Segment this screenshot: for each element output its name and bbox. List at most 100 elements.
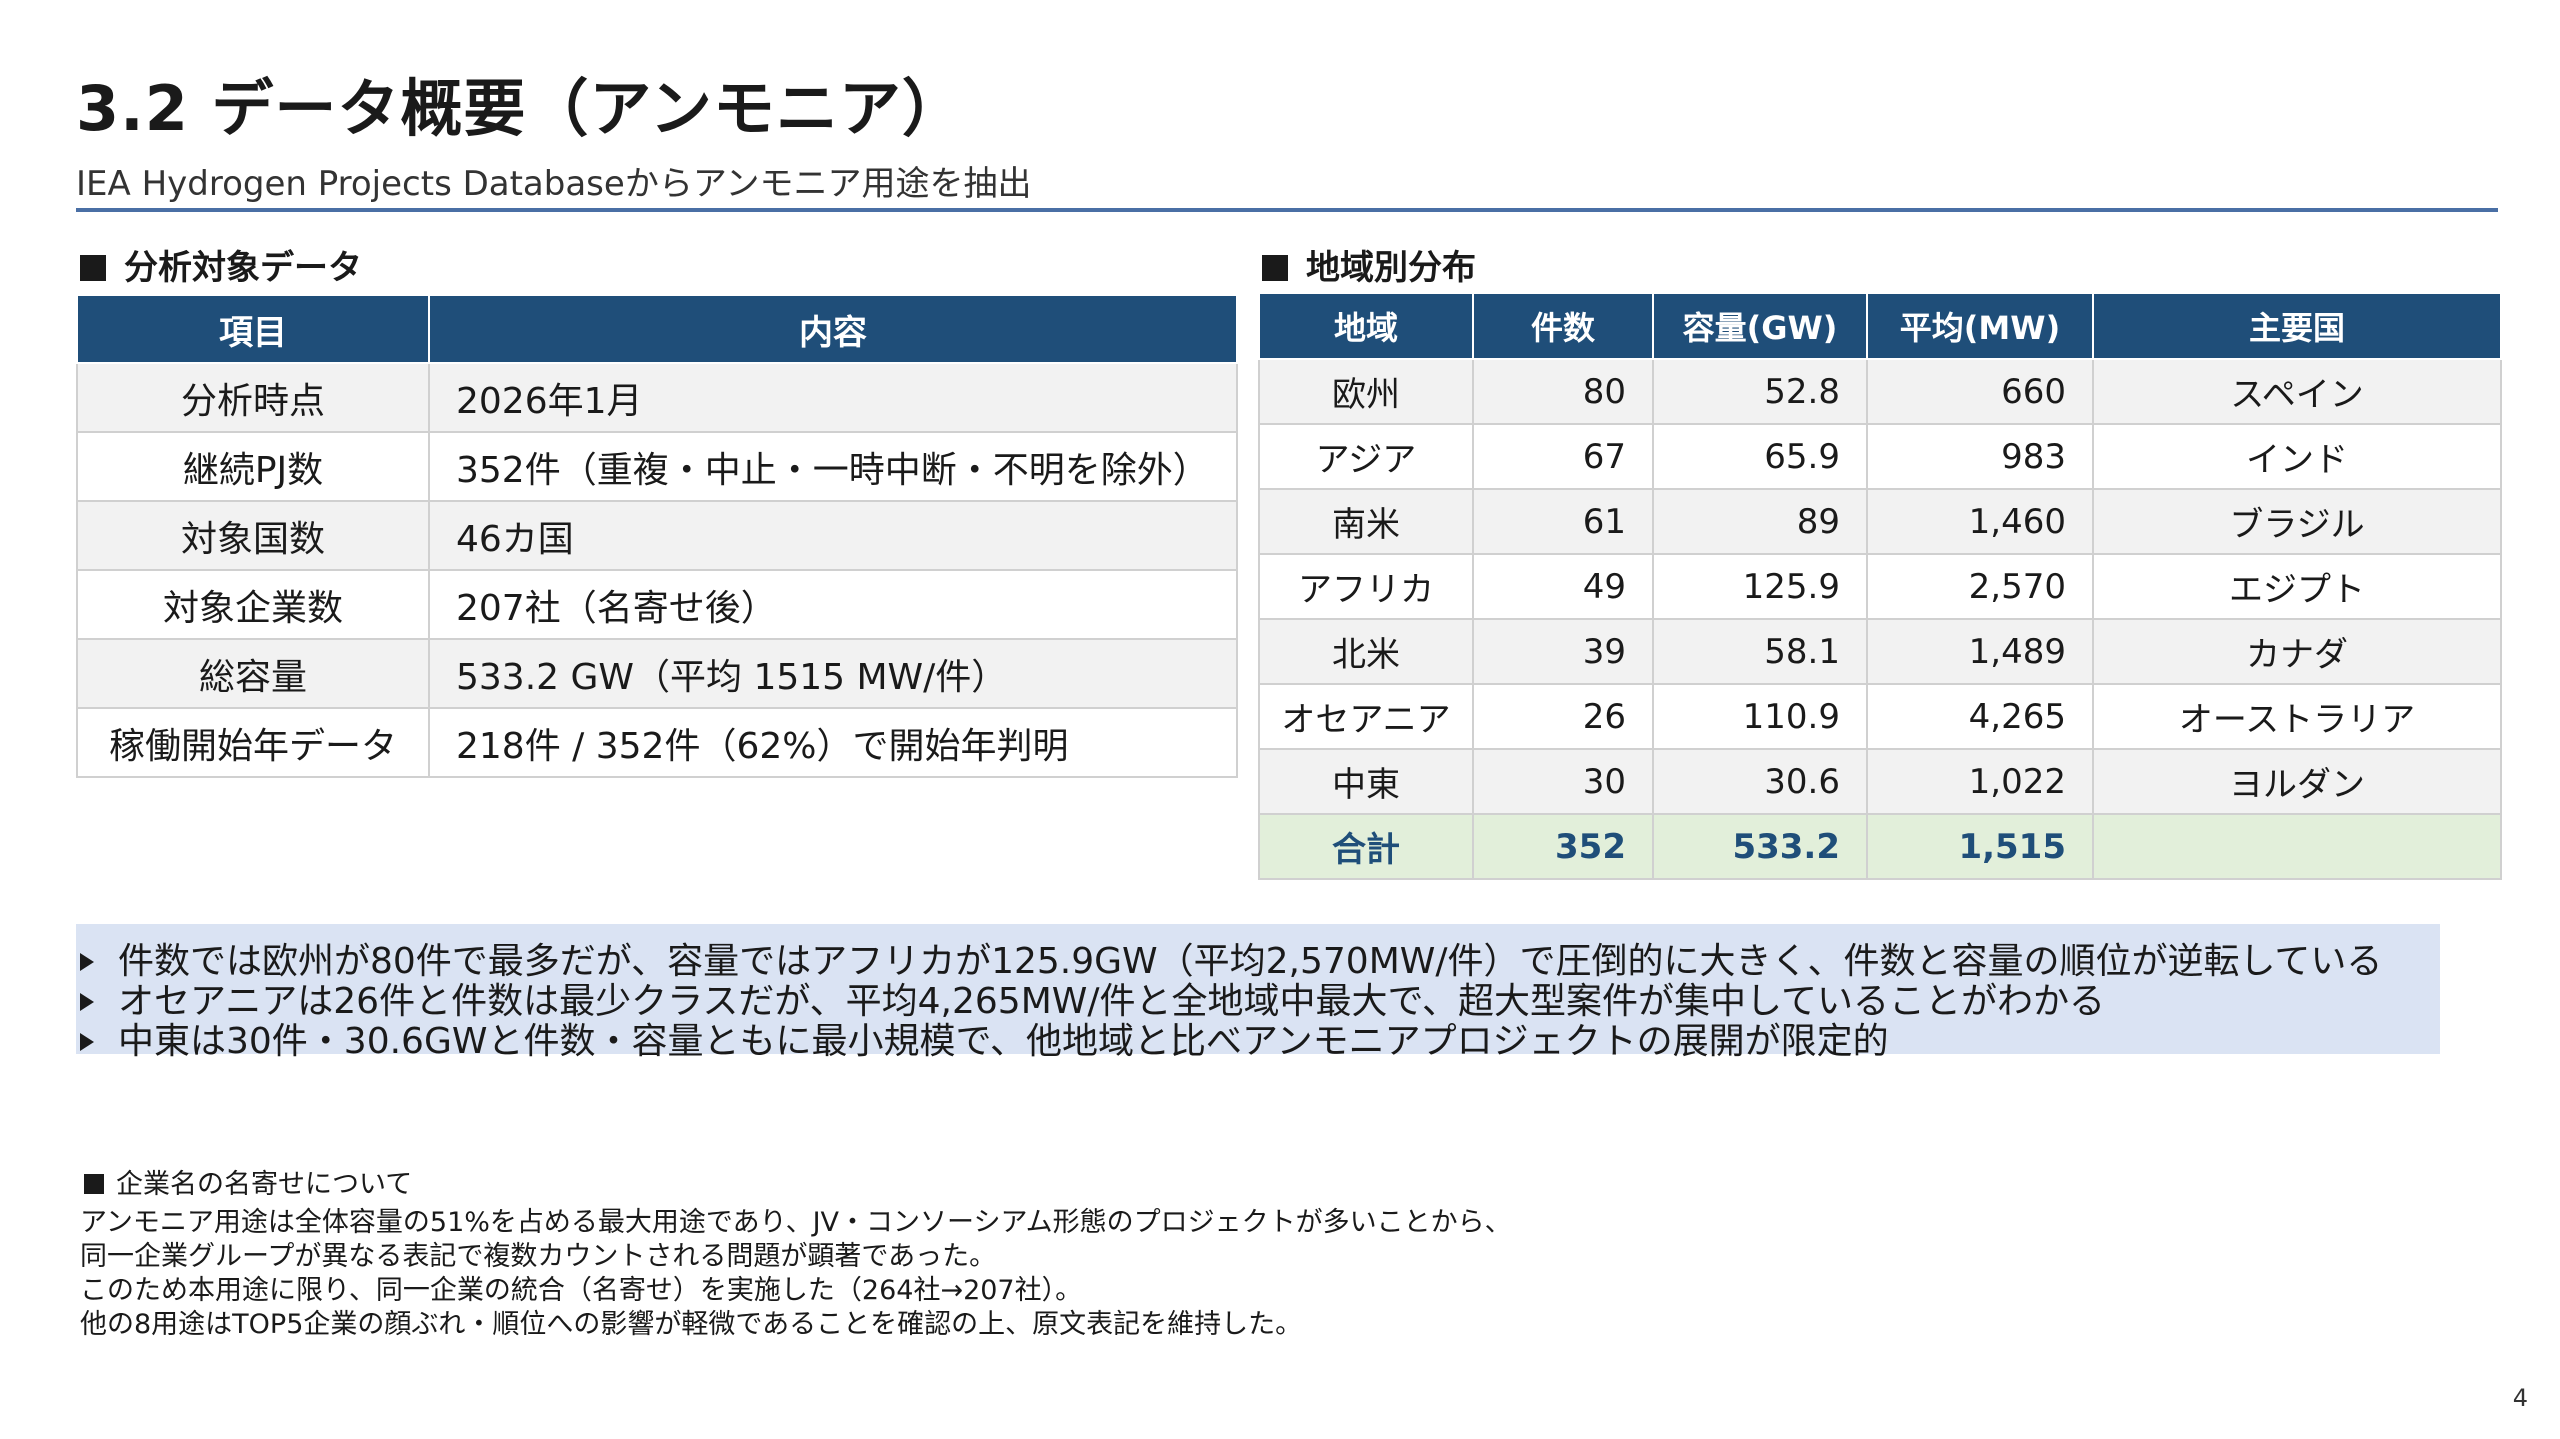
average-cell: 1,022 [1866,748,2094,815]
insights-box: 件数では欧州が80件で最多だが、容量ではアフリカが125.9GW（平均2,570… [76,924,2440,1062]
item-cell: 対象国数 [76,500,430,571]
note-line: アンモニア用途は全体容量の51%を占める最大用途であり、JV・コンソーシアム形態… [80,1207,1512,1238]
triangle-bullet-icon [80,1033,94,1051]
count-cell: 61 [1472,488,1654,555]
column-header: 件数 [1472,292,1654,360]
insight-item: 件数では欧州が80件で最多だが、容量ではアフリカが125.9GW（平均2,570… [76,932,2382,984]
table-row: アジア 67 65.9 983 インド [1258,423,2502,490]
table-row: アフリカ 49 125.9 2,570 エジプト [1258,553,2502,620]
column-header: 項目 [76,294,430,364]
average-cell: 983 [1866,423,2094,490]
column-header: 内容 [428,294,1238,364]
item-cell: 継続PJ数 [76,431,430,502]
table-header-row: 項目 内容 [76,294,1238,364]
count-cell: 30 [1472,748,1654,815]
analysis-table: 項目 内容 分析時点 2026年1月 継続PJ数 352件（重複・中止・一時中断… [76,294,1238,778]
item-cell: 総容量 [76,638,430,709]
region-cell: オセアニア [1258,683,1474,750]
average-cell: 1,460 [1866,488,2094,555]
count-cell: 26 [1472,683,1654,750]
item-cell: 稼働開始年データ [76,707,430,778]
capacity-cell: 89 [1652,488,1868,555]
country-cell: スペイン [2092,358,2502,425]
capacity-cell: 30.6 [1652,748,1868,815]
table-row: 稼働開始年データ 218件 / 352件（62%）で開始年判明 [76,707,1238,778]
insight-text: 件数では欧州が80件で最多だが、容量ではアフリカが125.9GW（平均2,570… [118,941,2383,982]
insight-item: 中東は30件・30.6GWと件数・容量ともに最小規模で、他地域と比べアンモニアプ… [76,1012,1889,1064]
country-cell: カナダ [2092,618,2502,685]
triangle-bullet-icon [80,993,94,1011]
table-row: 欧州 80 52.8 660 スペイン [1258,358,2502,425]
country-cell: ヨルダン [2092,748,2502,815]
table-row: 北米 39 58.1 1,489 カナダ [1258,618,2502,685]
capacity-cell: 110.9 [1652,683,1868,750]
table-row: 対象企業数 207社（名寄せ後） [76,569,1238,640]
capacity-cell: 58.1 [1652,618,1868,685]
regions-heading: 地域別分布 [1262,240,1476,289]
region-cell: 欧州 [1258,358,1474,425]
regions-heading-label: 地域別分布 [1306,248,1476,288]
triangle-bullet-icon [80,953,94,971]
total-label-cell: 合計 [1258,813,1474,880]
total-average-cell: 1,515 [1866,813,2094,880]
note-heading: 企業名の名寄せについて [84,1162,412,1201]
note-line: 他の8用途はTOP5企業の顔ぶれ・順位への影響が軽微であることを確認の上、原文表… [80,1309,1303,1340]
insight-item: オセアニアは26件と件数は最少クラスだが、平均4,265MW/件と全地域中最大で… [76,972,2105,1024]
note-line: このため本用途に限り、同一企業の統合（名寄せ）を実施した（264社→207社）。 [80,1275,1083,1306]
table-row: 中東 30 30.6 1,022 ヨルダン [1258,748,2502,815]
average-cell: 4,265 [1866,683,2094,750]
column-header: 地域 [1258,292,1474,360]
country-cell: ブラジル [2092,488,2502,555]
value-cell: 533.2 GW（平均 1515 MW/件） [428,638,1238,709]
item-cell: 分析時点 [76,362,430,433]
table-row: 総容量 533.2 GW（平均 1515 MW/件） [76,638,1238,709]
item-cell: 対象企業数 [76,569,430,640]
total-country-cell [2092,813,2502,880]
total-capacity-cell: 533.2 [1652,813,1868,880]
average-cell: 1,489 [1866,618,2094,685]
page-subtitle: IEA Hydrogen Projects Databaseからアンモニア用途を… [76,164,1032,204]
value-cell: 218件 / 352件（62%）で開始年判明 [428,707,1238,778]
region-cell: 北米 [1258,618,1474,685]
insight-text: 中東は30件・30.6GWと件数・容量ともに最小規模で、他地域と比べアンモニアプ… [118,1021,1889,1062]
square-bullet-icon [84,1174,104,1194]
region-table: 地域 件数 容量(GW) 平均(MW) 主要国 欧州 80 52.8 660 ス… [1258,292,2502,880]
title-divider [76,208,2498,212]
table-row: 南米 61 89 1,460 ブラジル [1258,488,2502,555]
value-cell: 2026年1月 [428,362,1238,433]
count-cell: 67 [1472,423,1654,490]
count-cell: 39 [1472,618,1654,685]
capacity-cell: 52.8 [1652,358,1868,425]
table-row: オセアニア 26 110.9 4,265 オーストラリア [1258,683,2502,750]
value-cell: 352件（重複・中止・一時中断・不明を除外） [428,431,1238,502]
capacity-cell: 125.9 [1652,553,1868,620]
region-cell: アフリカ [1258,553,1474,620]
capacity-cell: 65.9 [1652,423,1868,490]
average-cell: 660 [1866,358,2094,425]
square-bullet-icon [80,255,106,281]
note-heading-label: 企業名の名寄せについて [116,1169,413,1200]
page-title: 3.2 データ概要（アンモニア） [76,72,965,145]
country-cell: インド [2092,423,2502,490]
total-row: 合計 352 533.2 1,515 [1258,813,2502,880]
region-cell: アジア [1258,423,1474,490]
value-cell: 46カ国 [428,500,1238,571]
country-cell: エジプト [2092,553,2502,620]
region-cell: 南米 [1258,488,1474,555]
country-cell: オーストラリア [2092,683,2502,750]
table-row: 対象国数 46カ国 [76,500,1238,571]
square-bullet-icon [1262,255,1288,281]
value-cell: 207社（名寄せ後） [428,569,1238,640]
analysis-heading-label: 分析対象データ [124,248,362,288]
column-header: 主要国 [2092,292,2502,360]
region-cell: 中東 [1258,748,1474,815]
insight-text: オセアニアは26件と件数は最少クラスだが、平均4,265MW/件と全地域中最大で… [118,981,2105,1022]
count-cell: 49 [1472,553,1654,620]
column-header: 容量(GW) [1652,292,1868,360]
average-cell: 2,570 [1866,553,2094,620]
table-row: 継続PJ数 352件（重複・中止・一時中断・不明を除外） [76,431,1238,502]
total-count-cell: 352 [1472,813,1654,880]
count-cell: 80 [1472,358,1654,425]
table-row: 分析時点 2026年1月 [76,362,1238,433]
column-header: 平均(MW) [1866,292,2094,360]
